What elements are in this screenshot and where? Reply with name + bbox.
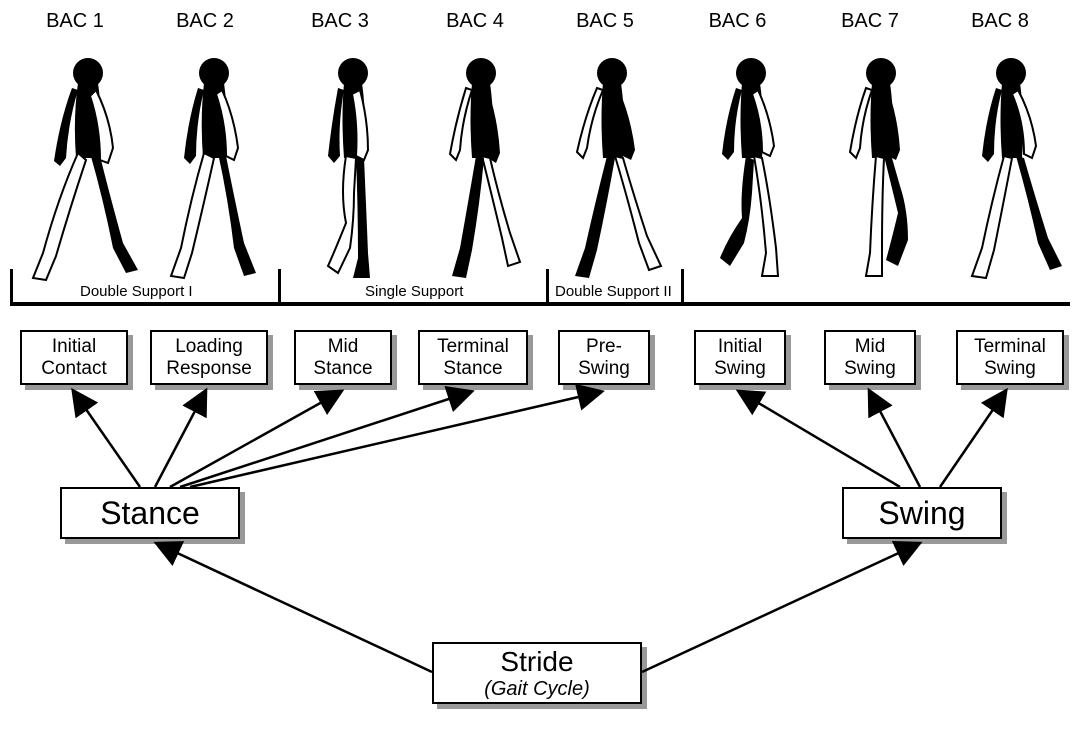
gait-figure-2 <box>171 58 256 278</box>
phase-box-terminal-swing: Terminal Swing <box>956 330 1064 385</box>
bac-label: BAC 7 <box>805 10 935 33</box>
phase-label: Swing <box>844 358 896 380</box>
bac-label: BAC 2 <box>140 10 270 33</box>
figure-row <box>0 48 1080 283</box>
stride-label: Stride <box>500 646 573 678</box>
phase-label: Loading <box>175 336 243 358</box>
bac-label: BAC 3 <box>270 10 410 33</box>
support-label: Single Support <box>365 283 463 300</box>
support-label: Double Support I <box>80 283 193 300</box>
phase-box-mid-swing: Mid Swing <box>824 330 916 385</box>
phase-label: Pre- <box>586 336 622 358</box>
timeline-tick <box>10 269 13 305</box>
phase-label: Response <box>166 358 252 380</box>
phase-label: Mid <box>328 336 359 358</box>
timeline-tick <box>681 269 684 305</box>
phase-label: Stance <box>443 358 502 380</box>
bac-label-row: BAC 1 BAC 2 BAC 3 BAC 4 BAC 5 BAC 6 BAC … <box>0 10 1080 33</box>
support-label: Double Support II <box>555 283 672 300</box>
timeline-tick <box>278 269 281 305</box>
bac-label: BAC 4 <box>410 10 540 33</box>
phase-label: Terminal <box>974 336 1046 358</box>
swing-box: Swing <box>842 487 1002 539</box>
phase-label: Initial <box>52 336 96 358</box>
phase-label: Swing <box>578 358 630 380</box>
phase-label: Mid <box>855 336 886 358</box>
gait-figure-3 <box>328 58 370 278</box>
phase-box-pre-swing: Pre- Swing <box>558 330 650 385</box>
gait-figure-4 <box>450 58 520 278</box>
stride-box: Stride (Gait Cycle) <box>432 642 642 704</box>
phase-label: Swing <box>984 358 1036 380</box>
phase-label: Swing <box>714 358 766 380</box>
phase-row: Initial Contact Loading Response Mid Sta… <box>0 330 1080 396</box>
phase-box-initial-contact: Initial Contact <box>20 330 128 385</box>
phase-box-mid-stance: Mid Stance <box>294 330 392 385</box>
stride-sublabel: (Gait Cycle) <box>484 678 590 701</box>
phase-box-terminal-stance: Terminal Stance <box>418 330 528 385</box>
bac-label: BAC 1 <box>10 10 140 33</box>
gait-figure-7 <box>850 58 908 276</box>
phase-box-loading-response: Loading Response <box>150 330 268 385</box>
gait-figure-5 <box>575 58 661 278</box>
phase-label: Initial <box>718 336 762 358</box>
timeline <box>10 302 1070 306</box>
bac-label: BAC 8 <box>935 10 1065 33</box>
phase-label: Contact <box>41 358 106 380</box>
gait-figure-6 <box>720 58 778 276</box>
phase-box-initial-swing: Initial Swing <box>694 330 786 385</box>
timeline-tick <box>546 269 549 305</box>
swing-label: Swing <box>878 495 965 532</box>
gait-figure-8 <box>972 58 1062 278</box>
phase-label: Terminal <box>437 336 509 358</box>
stance-box: Stance <box>60 487 240 539</box>
bac-label: BAC 5 <box>540 10 670 33</box>
bac-label: BAC 6 <box>670 10 805 33</box>
stance-label: Stance <box>100 495 200 532</box>
phase-label: Stance <box>313 358 372 380</box>
gait-figure-1 <box>33 58 138 280</box>
